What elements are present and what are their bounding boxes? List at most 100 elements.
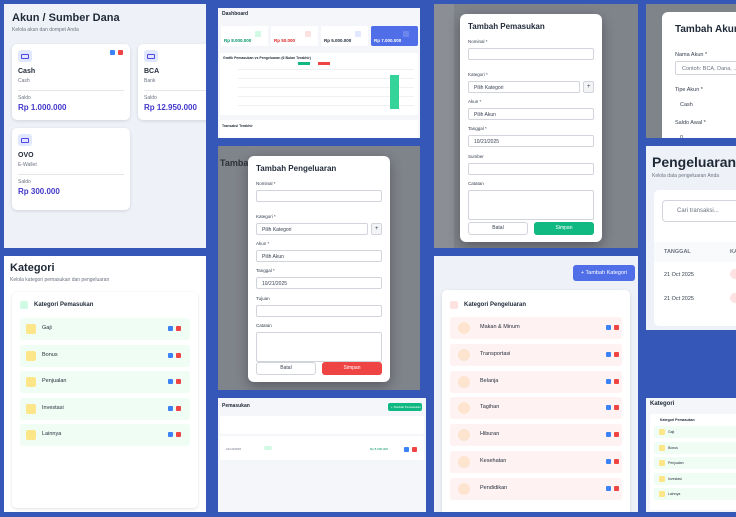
field-input: 10/21/2025 bbox=[256, 277, 382, 289]
table-header bbox=[654, 242, 736, 262]
grid-line bbox=[238, 69, 414, 70]
category-row: Gaji bbox=[654, 426, 736, 438]
divider bbox=[18, 90, 124, 91]
balance: Rp 1.000.000 bbox=[18, 103, 67, 112]
account-name: OVO bbox=[18, 152, 34, 159]
field-label: Kategori * bbox=[468, 72, 488, 77]
field-value: Pilih Akun bbox=[262, 254, 284, 260]
expense-modal-panel: Tambah PengeluaranTambah Pengeluaran Nomi… bbox=[218, 146, 420, 390]
modal: Tambah Pengeluaran Nominal * Kategori * Pil… bbox=[248, 156, 390, 382]
income-page-panel: Pemasukan + Tambah Pemasukan 21/10/2025 Rp … bbox=[218, 398, 426, 512]
category-row: Investasi bbox=[20, 397, 190, 420]
category-badge bbox=[730, 293, 736, 303]
categories-panel: Kategori Kelola kategori pemasukan dan pe… bbox=[4, 256, 206, 512]
stat-tile: Rp 7.000.000 bbox=[371, 26, 418, 46]
add-button[interactable]: + bbox=[371, 223, 382, 235]
delete-icon bbox=[412, 447, 417, 452]
stat-icon bbox=[403, 31, 409, 37]
add-button[interactable]: + bbox=[583, 81, 594, 93]
delete-icon bbox=[176, 379, 181, 384]
field-input: Pilih Kategori bbox=[468, 81, 580, 93]
category-row: Transportasi bbox=[450, 343, 622, 366]
edit-icon bbox=[606, 432, 611, 438]
section-title: Kategori Pemasukan bbox=[34, 302, 94, 308]
legend-out bbox=[318, 62, 330, 65]
category-icon bbox=[659, 460, 665, 466]
edit-icon bbox=[168, 326, 173, 331]
modal: Tambah Pemasukan Nominal * Kategori * Pilih… bbox=[460, 14, 602, 242]
placeholder: Contoh: BCA, Dana, ... bbox=[682, 66, 736, 72]
category-icon bbox=[458, 456, 470, 468]
subtitle: Kelola akun dan dompet Anda bbox=[12, 27, 79, 33]
subtitle: Kelola kategori pemasukan dan pengeluara… bbox=[10, 277, 110, 283]
category-name: Bonus bbox=[668, 445, 678, 450]
category-icon bbox=[659, 475, 665, 482]
cancel-button[interactable]: Batal bbox=[256, 362, 316, 375]
subtitle: Kelola data pengeluaran Anda bbox=[652, 173, 720, 179]
category-name: Transportasi bbox=[480, 350, 511, 357]
section-title: Kategori Pengeluaran bbox=[464, 302, 527, 308]
save-button[interactable]: Simpan bbox=[534, 222, 594, 235]
delete-icon bbox=[614, 405, 619, 411]
account-type: Cash bbox=[18, 78, 30, 84]
divider bbox=[144, 90, 206, 91]
income-bar bbox=[390, 75, 399, 109]
edit-icon bbox=[404, 447, 409, 452]
income-modal-panel: Tambah Pemasukan Nominal * Kategori * Pilih… bbox=[434, 4, 638, 248]
grid-line bbox=[238, 87, 414, 88]
category-name: Investasi bbox=[668, 476, 682, 481]
add-category-button[interactable]: + Tambah Kategori bbox=[573, 265, 635, 281]
category-card: Kategori Pemasukan Gaji Bonus Penjualan Inve… bbox=[12, 292, 198, 508]
stat-tile: Rp 8.000.000 bbox=[221, 26, 268, 46]
delete-icon bbox=[614, 351, 619, 357]
field-label: Akun * bbox=[468, 99, 482, 104]
category-icon bbox=[458, 322, 470, 334]
accounts-panel: Akun / Sumber Dana Kelola akun dan dompet… bbox=[4, 4, 206, 248]
amount: Rp 8.000.000 bbox=[370, 447, 389, 451]
title: Dashboard bbox=[222, 11, 249, 17]
category-row: Belanja bbox=[450, 370, 622, 393]
category-row: Lainnya bbox=[654, 488, 736, 500]
title: Kategori bbox=[10, 262, 55, 274]
edit-icon bbox=[168, 352, 173, 358]
balance: Rp 12.950.000 bbox=[144, 103, 197, 112]
column: KATEGORI bbox=[730, 249, 736, 255]
category-icon bbox=[458, 429, 470, 442]
field-label: Catatan bbox=[468, 181, 484, 186]
field-label: Nominal * bbox=[468, 39, 488, 44]
filter-card bbox=[220, 416, 424, 434]
delete-icon bbox=[176, 432, 181, 437]
field-input bbox=[256, 332, 382, 362]
field-input bbox=[468, 163, 594, 175]
category-name: Hiburan bbox=[480, 431, 500, 438]
section-icon bbox=[450, 301, 458, 309]
edit-icon bbox=[606, 485, 611, 491]
field-input bbox=[468, 48, 594, 60]
field-label: Akun * bbox=[256, 241, 270, 246]
expenses-panel: Pengeluaran Kelola data pengeluaran Anda C… bbox=[646, 146, 736, 330]
chart-title: Grafik Pemasukan vs Pengeluaran (6 Bulan… bbox=[223, 56, 311, 60]
delete-icon bbox=[176, 352, 181, 358]
category-row: Bonus bbox=[654, 441, 736, 454]
account-icon-inner bbox=[21, 138, 29, 143]
save-button[interactable]: Simpan bbox=[322, 362, 382, 375]
edit-icon bbox=[606, 405, 611, 411]
field-input: Contoh: BCA, Dana, ... bbox=[675, 61, 736, 75]
balance: Rp 300.000 bbox=[18, 187, 60, 196]
add-button[interactable]: + Tambah Pemasukan bbox=[388, 403, 422, 411]
account-name: BCA bbox=[144, 68, 160, 75]
field-label: Catatan bbox=[256, 323, 272, 328]
category-name: Gaji bbox=[668, 430, 675, 434]
category-name: Penjualan bbox=[668, 461, 684, 465]
delete-icon bbox=[176, 326, 181, 331]
category-icon bbox=[26, 324, 36, 334]
field-input: Pilih Akun bbox=[256, 250, 382, 262]
category-row: Investasi bbox=[654, 472, 736, 485]
category-name: Kesehatan bbox=[480, 458, 507, 464]
field-value: 10/21/2025 bbox=[474, 139, 500, 145]
category-card: Kategori Pemasukan Gaji Bonus Penjualan Inve… bbox=[650, 414, 736, 510]
edit-icon bbox=[606, 378, 611, 384]
category-icon bbox=[458, 402, 470, 415]
cancel-button[interactable]: Batal bbox=[468, 222, 528, 235]
category-icon bbox=[26, 377, 36, 387]
